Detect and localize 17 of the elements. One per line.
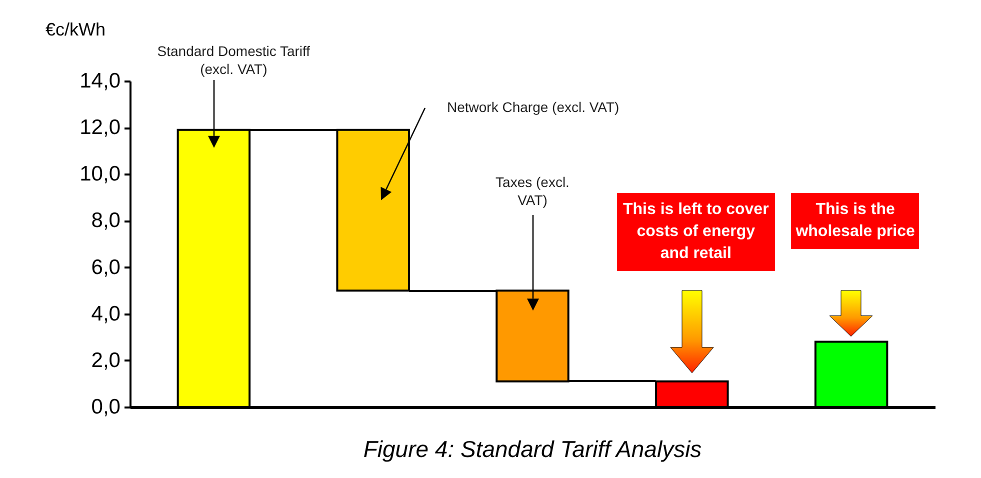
y-tick-label: 6,0 (91, 256, 120, 279)
y-tick-label: 0,0 (91, 396, 120, 418)
y-tick-label: 4,0 (91, 302, 120, 326)
text: Standard Domestic Tariff (excl. VAT) (156, 42, 312, 78)
y-axis-title: €c/kWh (46, 20, 106, 40)
y-tick-label: 2,0 (91, 348, 120, 372)
y-tick-label: 10,0 (80, 162, 120, 186)
text: Figure 4: Standard Tariff Analysis (363, 436, 702, 462)
y-tick-label: 8,0 (91, 209, 120, 232)
annotation: This is left to cover costs of energy and retail (616, 193, 775, 271)
y-tick-label: 14,0 (80, 70, 120, 92)
bar (336, 128, 410, 292)
annotation: Network Charge (excl. VAT) (446, 98, 620, 116)
annotation: This is the wholesale price (791, 193, 920, 249)
annotation: Taxes (excl. VAT) (494, 173, 570, 209)
y-tick-label: 12,0 (80, 116, 120, 140)
bar (496, 290, 570, 382)
